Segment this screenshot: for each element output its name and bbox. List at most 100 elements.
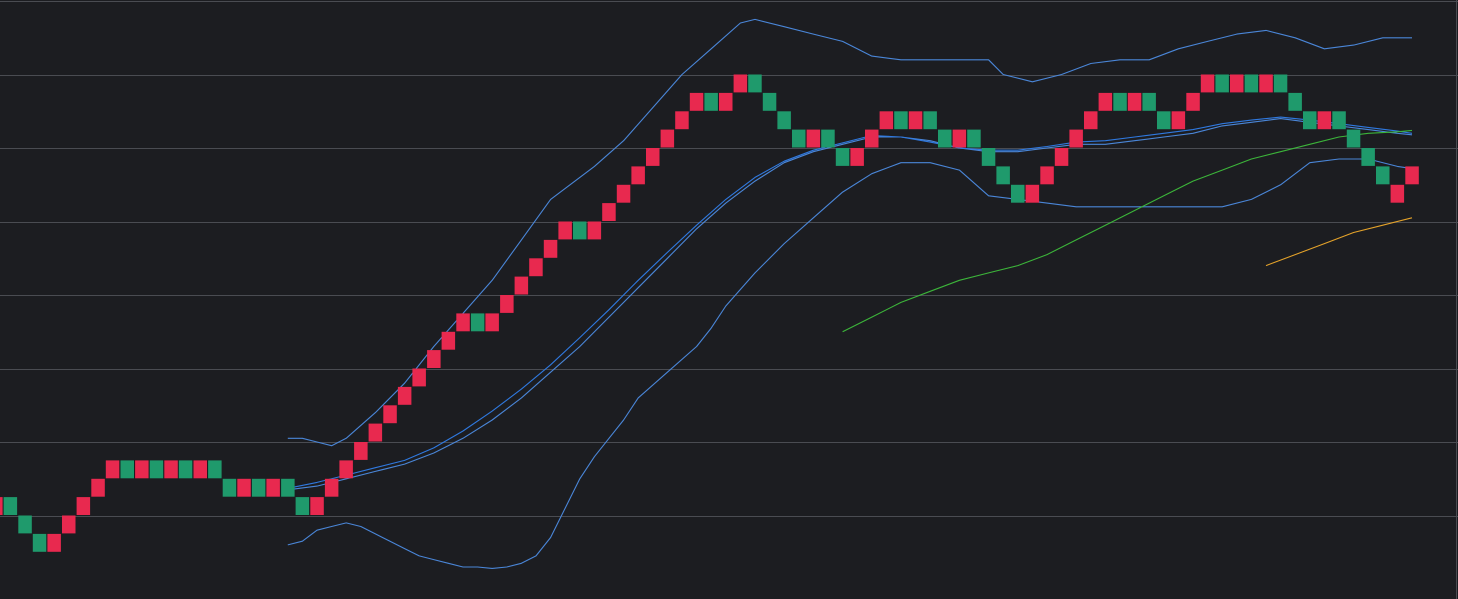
renko-brick-up [806,129,821,148]
renko-brick-up [383,405,397,424]
renko-brick-down [938,129,952,148]
renko-brick-down [835,148,850,166]
series-line-bb-lower [287,158,1413,569]
renko-brick-up [1098,92,1113,111]
renko-brick-down [32,533,47,552]
renko-brick-up [865,129,879,148]
renko-brick-up [339,460,353,479]
renko-brick-up [879,111,894,130]
renko-brick-up [952,129,967,148]
renko-brick-down [149,460,164,479]
renko-brick-down [573,221,587,240]
renko-brick-up [1040,166,1054,185]
renko-brick-up [193,460,207,479]
renko-brick-down [967,129,981,148]
renko-brick-down [792,129,806,148]
renko-brick-up [76,497,91,515]
renko-brick-up [1230,74,1244,93]
renko-brick-down [1361,148,1375,166]
renko-brick-up [646,148,660,166]
renko-brick-up [105,460,120,479]
renko-brick-down [120,460,134,479]
renko-brick-up [675,111,689,130]
series-line-ma-green [842,129,1413,333]
series-line-fast-ma [287,116,1413,489]
renko-brick-up [237,478,251,497]
renko-brick-down [777,111,791,130]
renko-brick-up [0,497,3,515]
renko-brick-up [310,497,324,515]
renko-brick-down [762,92,777,111]
renko-brick-up [135,460,149,479]
renko-brick-up [47,533,61,552]
renko-brick-down [923,111,937,130]
series-line-ma-orange [1265,217,1413,267]
renko-brick-up [368,423,383,442]
bollinger-bands [287,18,1413,569]
renko-brick-down [1273,74,1288,93]
renko-brick-up [660,129,675,148]
renko-brick-down [18,515,32,534]
series-line-bb-upper [287,18,1412,447]
renko-brick-down [1376,166,1390,185]
renko-brick-up [456,313,470,332]
renko-brick-up [602,203,616,221]
renko-brick-up [1186,92,1200,111]
renko-brick-up [324,478,339,497]
renko-brick-up [1200,74,1215,93]
renko-brick-down [295,497,310,515]
renko-brick-down [1011,184,1025,203]
renko-brick-up [558,221,572,240]
renko-brick-up [354,442,368,460]
renko-brick-up [689,92,704,111]
renko-brick-down [1215,74,1229,93]
renko-brick-down [222,478,237,497]
renko-brick-up [62,515,76,534]
renko-brick-down [1346,129,1361,148]
renko-brick-down [1157,111,1171,130]
renko-brick-up [631,166,645,185]
renko-brick-up [485,313,499,332]
renko-brick-down [3,497,18,515]
renko-brick-up [850,148,864,166]
renko-brick-down [470,313,485,332]
renko-brick-up [266,478,280,497]
renko-brick-down [996,166,1010,185]
renko-brick-down [251,478,266,497]
renko-brick-down [1244,74,1259,93]
renko-brick-down [894,111,908,130]
renko-brick-up [616,184,631,203]
renko-brick-down [1142,92,1156,111]
renko-brick-up [427,350,441,368]
renko-brick-down [1332,111,1346,130]
renko-brick-up [1405,166,1419,185]
renko-brick-down [208,460,222,479]
renko-brick-up [1259,74,1273,93]
series-line-bb-middle [287,118,1413,491]
renko-brick-up [529,258,543,277]
renko-brick-up [1390,184,1405,203]
renko-brick-down [281,478,295,497]
renko-brick-up [1317,111,1332,130]
renko-brick-up [1127,92,1142,111]
renko-brick-up [587,221,602,240]
renko-brick-up [908,111,923,130]
renko-brick-up [514,276,529,295]
renko-brick-up [719,92,733,111]
renko-brick-up [500,295,514,313]
moving-averages [287,116,1413,489]
renko-brick-down [748,74,762,93]
renko-brick-down [981,148,996,166]
renko-brick-down [178,460,193,479]
renko-brick-up [1171,111,1186,130]
renko-bricks [0,74,1419,552]
renko-brick-down [1288,92,1302,111]
renko-brick-up [412,368,426,387]
renko-brick-up [1054,148,1069,166]
renko-brick-down [1113,92,1127,111]
renko-brick-down [704,92,718,111]
renko-brick-down [821,129,835,148]
